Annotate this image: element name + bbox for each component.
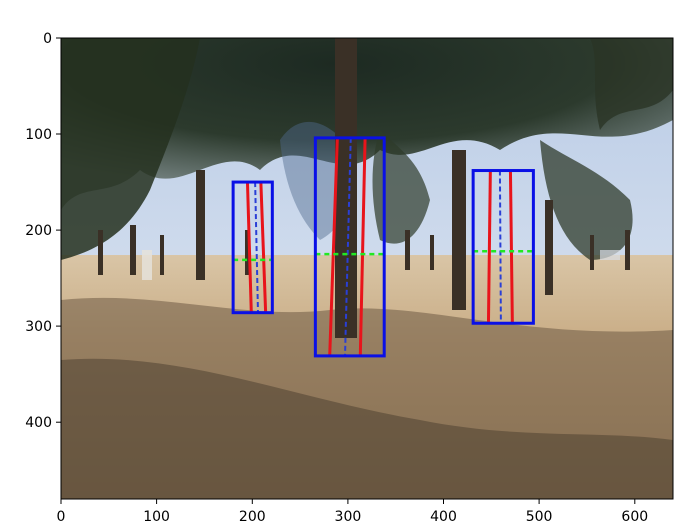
x-tick-label: 100: [143, 509, 170, 525]
center-line: [498, 170, 502, 324]
bounding-box: [231, 180, 274, 315]
edge-line: [259, 182, 268, 313]
y-tick-label: 400: [25, 415, 52, 431]
x-tick-label: 400: [430, 509, 457, 525]
center-line: [254, 182, 259, 313]
y-tick-label: 0: [43, 31, 52, 47]
edge-line: [358, 137, 367, 356]
edge-line: [508, 170, 514, 324]
detection-overlays: [231, 136, 535, 358]
bounding-box: [471, 169, 535, 325]
y-tick-label: 200: [25, 223, 52, 239]
x-tick-label: 0: [57, 509, 66, 525]
axes-frame: [60, 37, 674, 500]
scene-photo: [61, 38, 673, 499]
x-tick-label: 300: [335, 509, 362, 525]
y-tick-label: 300: [25, 319, 52, 335]
y-tick-label: 100: [25, 127, 52, 143]
x-tick-label: 600: [621, 509, 648, 525]
bounding-box: [313, 136, 386, 358]
edge-line: [328, 137, 339, 356]
y-axis: 0 100 200 300 400: [25, 31, 61, 431]
center-line: [344, 137, 352, 356]
x-tick-label: 200: [239, 509, 266, 525]
x-axis: 0 100 200 300 400 500 600: [57, 499, 648, 525]
edge-line: [486, 170, 492, 324]
x-tick-label: 500: [526, 509, 553, 525]
edge-line: [245, 182, 253, 313]
